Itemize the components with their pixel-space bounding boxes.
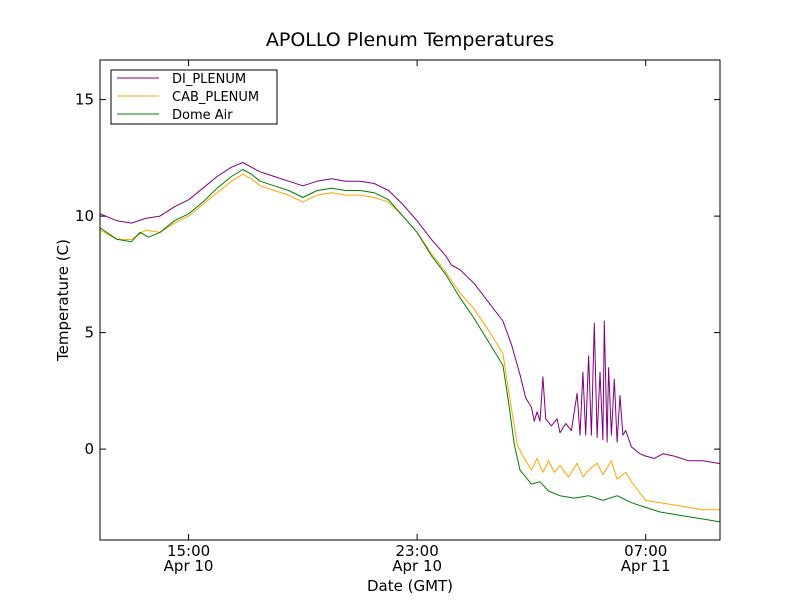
chart-title: APOLLO Plenum Temperatures — [266, 29, 554, 51]
x-tick-date-label: Apr 10 — [392, 557, 442, 575]
series-line-cab-plenum — [100, 173, 720, 511]
y-tick-label: 0 — [84, 440, 94, 458]
legend-box — [110, 69, 278, 125]
legend-label-di-plenum: DI_PLENUM — [172, 72, 246, 87]
x-tick-time-label: 07:00 — [624, 542, 667, 560]
y-axis-label: Temperature (C) — [54, 239, 72, 362]
y-tick-label: 10 — [75, 207, 94, 225]
y-tick-label: 15 — [75, 91, 94, 109]
series-line-dome-air — [100, 169, 720, 523]
plot-frame — [99, 59, 721, 541]
series-layer — [100, 162, 720, 523]
legend: DI_PLENUM CAB_PLENUM Dome Air — [110, 69, 278, 125]
x-tick-date-label: Apr 10 — [164, 557, 214, 575]
series-line-di-plenum — [100, 162, 720, 465]
x-tick-date-label: Apr 11 — [621, 557, 671, 575]
x-tick-time-label: 15:00 — [167, 542, 210, 560]
y-tick-label: 5 — [84, 324, 94, 342]
legend-label-dome-air: Dome Air — [172, 108, 233, 123]
x-axis-label: Date (GMT) — [367, 577, 453, 595]
x-tick-time-label: 23:00 — [396, 542, 439, 560]
legend-label-cab-plenum: CAB_PLENUM — [172, 90, 259, 105]
